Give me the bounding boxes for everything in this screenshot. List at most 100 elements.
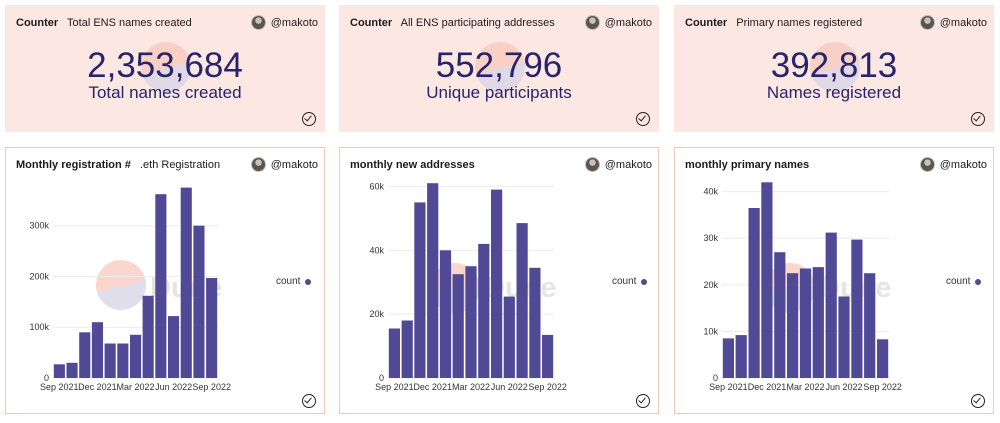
chart-card-new-addresses: Dune monthly new addresses @makoto 020k4… xyxy=(339,147,659,414)
x-tick-label: Mar 2022 xyxy=(452,382,490,392)
legend: count xyxy=(612,276,648,287)
bar[interactable] xyxy=(79,332,91,378)
x-tick-label: Jun 2022 xyxy=(155,382,192,392)
bar[interactable] xyxy=(91,322,103,378)
author-link[interactable]: @makoto xyxy=(919,15,987,30)
author-link[interactable]: @makoto xyxy=(250,15,318,30)
bar[interactable] xyxy=(774,252,786,378)
author-link[interactable]: @makoto xyxy=(919,157,987,172)
card-header: monthly new addresses xyxy=(350,159,650,177)
card-kind: Counter xyxy=(685,17,728,29)
check-circle-icon xyxy=(636,112,650,126)
bar[interactable] xyxy=(180,187,192,378)
bar-chart: 0 10k 20k 30k 40k Sep 2021 Dec 2021 Mar 2022 Jun… xyxy=(703,182,902,392)
author-link[interactable]: @makoto xyxy=(584,15,652,30)
bar[interactable] xyxy=(452,274,464,378)
legend: count xyxy=(276,276,312,287)
legend: count xyxy=(946,276,982,287)
x-tick-label: Sep 2021 xyxy=(375,382,414,392)
check-circle-icon xyxy=(302,394,316,408)
bar[interactable] xyxy=(787,273,799,378)
y-tick-label: 40k xyxy=(369,245,384,255)
bar[interactable] xyxy=(168,316,180,378)
bar-chart: 0 20k 40k 60k Sep 2021 Dec 2021 Mar 2022 Jun 20… xyxy=(369,181,567,392)
bar[interactable] xyxy=(491,189,503,378)
card-kind: Counter xyxy=(16,17,59,29)
bar[interactable] xyxy=(503,296,515,378)
bar[interactable] xyxy=(53,364,65,378)
bar[interactable] xyxy=(206,278,218,378)
card-title: monthly new addresses xyxy=(350,159,475,171)
author-link[interactable]: @makoto xyxy=(250,157,318,172)
bar[interactable] xyxy=(864,273,876,378)
card-header: Counter All ENS participating addresses xyxy=(350,17,650,35)
bar[interactable] xyxy=(735,335,747,378)
dune-logo-watermark xyxy=(810,42,860,92)
x-tick-label: Dec 2021 xyxy=(78,382,117,392)
bar[interactable] xyxy=(877,339,889,378)
bar[interactable] xyxy=(155,194,167,378)
bar[interactable] xyxy=(142,295,154,378)
bar[interactable] xyxy=(761,182,773,378)
counter-value: 2,353,684 xyxy=(87,46,243,85)
bar[interactable] xyxy=(516,223,528,378)
y-tick-label: 0 xyxy=(379,373,384,383)
x-tick-label: Sep 2022 xyxy=(528,382,567,392)
card-subtitle: .eth Registration xyxy=(139,159,221,171)
author-name: @makoto xyxy=(604,16,652,29)
y-tick-label: 200k xyxy=(29,271,49,281)
legend-dot-icon xyxy=(305,278,312,285)
chart-card-primary-names: Dune monthly primary names @makoto 010k2… xyxy=(674,147,994,414)
bar[interactable] xyxy=(825,232,837,378)
check-circle-icon xyxy=(971,112,985,126)
author-link[interactable]: @makoto xyxy=(584,157,652,172)
bar[interactable] xyxy=(465,266,477,378)
counter-card-total-names: Counter Total ENS names created @makoto … xyxy=(5,5,325,132)
bar[interactable] xyxy=(401,320,413,379)
counter-label: Total names created xyxy=(88,83,242,102)
bar[interactable] xyxy=(542,334,554,378)
y-tick-label: 20k xyxy=(703,280,718,290)
bar[interactable] xyxy=(748,208,760,378)
counter-card-participants: Counter All ENS participating addresses … xyxy=(339,5,659,132)
bar[interactable] xyxy=(388,328,400,379)
bar[interactable] xyxy=(799,268,812,379)
bar[interactable] xyxy=(722,338,734,378)
card-header: Monthly registration # .eth Registration xyxy=(16,159,316,177)
y-tick-label: 0 xyxy=(44,373,49,383)
y-tick-label: 30k xyxy=(703,233,718,243)
bar-chart: 0 100k 200k 300k Sep 2021 Dec 2021 Mar 2022 Jun… xyxy=(29,187,231,392)
y-tick-label: 300k xyxy=(29,221,49,231)
bar[interactable] xyxy=(427,183,439,378)
bar[interactable] xyxy=(66,362,78,378)
legend-label: count xyxy=(276,276,301,287)
y-tick-label: 0 xyxy=(713,373,718,383)
y-tick-label: 100k xyxy=(29,322,49,332)
card-title: Total ENS names created xyxy=(67,17,192,29)
card-title: monthly primary names xyxy=(685,159,810,171)
bar[interactable] xyxy=(478,243,490,378)
check-circle-icon xyxy=(302,112,316,126)
avatar xyxy=(919,157,935,172)
bar[interactable] xyxy=(529,267,541,378)
legend-dot-icon xyxy=(975,278,982,285)
dune-logo-watermark xyxy=(96,260,146,310)
bar[interactable] xyxy=(812,267,824,378)
bar[interactable] xyxy=(130,334,142,378)
counter-value: 552,796 xyxy=(435,46,563,85)
bar[interactable] xyxy=(104,343,116,379)
avatar xyxy=(250,157,266,172)
x-tick-label: Sep 2021 xyxy=(40,382,79,392)
bar[interactable] xyxy=(117,343,129,379)
x-tick-label: Mar 2022 xyxy=(116,382,154,392)
card-title: Monthly registration # xyxy=(16,159,131,171)
bar[interactable] xyxy=(414,202,426,378)
author-name: @makoto xyxy=(939,16,987,29)
bar[interactable] xyxy=(851,239,863,378)
author-name: @makoto xyxy=(939,158,987,171)
y-tick-label: 20k xyxy=(369,309,384,319)
bar[interactable] xyxy=(439,250,452,378)
bar[interactable] xyxy=(838,296,850,379)
bar[interactable] xyxy=(193,225,205,378)
legend-dot-icon xyxy=(641,278,648,285)
